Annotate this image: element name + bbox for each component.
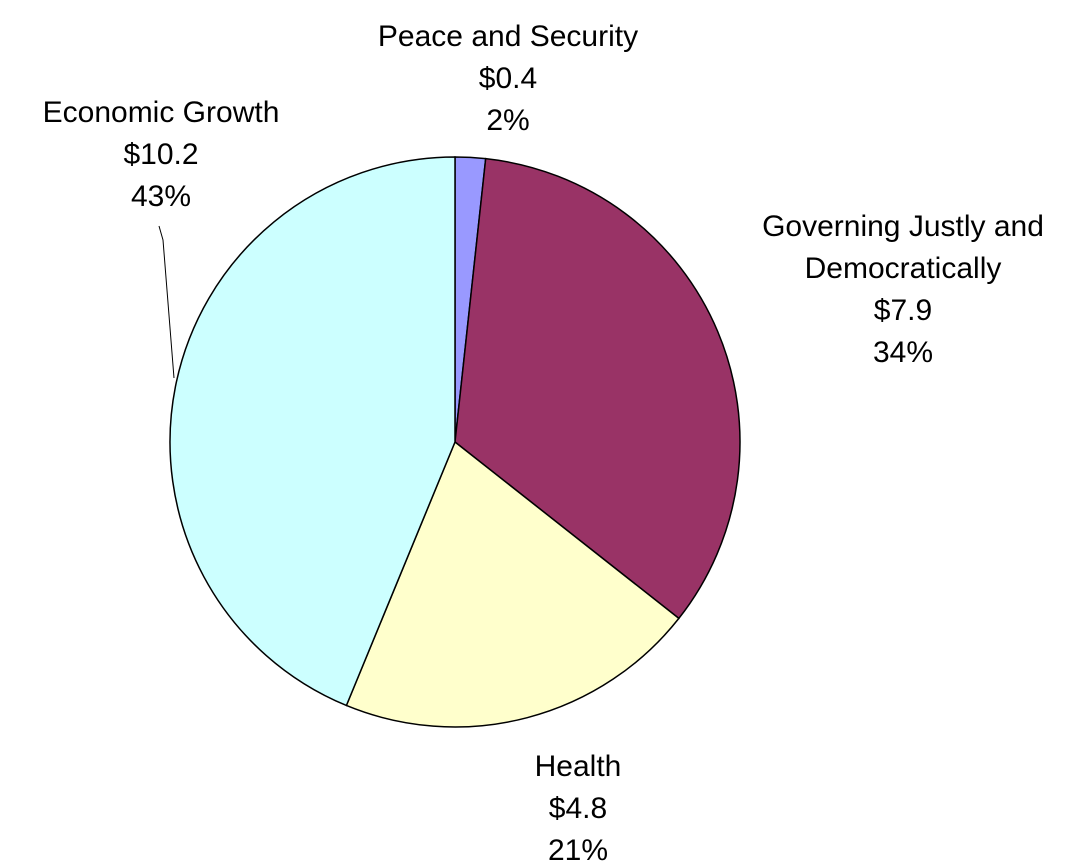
slice-label-economic-growth-percent: 43% bbox=[131, 180, 191, 213]
leader-line-economic-growth bbox=[158, 225, 175, 379]
slice-label-governing-justly-and-democratically-percent: 34% bbox=[873, 336, 933, 369]
slice-label-economic-growth-name-line-1: Economic Growth bbox=[43, 96, 280, 129]
slice-label-health-name-line-1: Health bbox=[535, 750, 622, 783]
slice-label-governing-justly-and-democratically-name-line-1: Governing Justly and bbox=[762, 210, 1044, 243]
slice-label-health-percent: 21% bbox=[548, 834, 608, 865]
slice-label-governing-justly-and-democratically-name-line-2: Democratically bbox=[805, 252, 1002, 285]
slice-label-economic-growth: Economic Growth $10.2 43% bbox=[43, 96, 280, 213]
slice-labels: Peace and Security $0.4 2% Governing Justly… bbox=[43, 20, 1044, 865]
slice-label-peace-and-security-percent: 2% bbox=[486, 104, 529, 137]
slice-label-peace-and-security: Peace and Security $0.4 2% bbox=[378, 20, 638, 137]
slice-label-governing-justly-and-democratically-value: $7.9 bbox=[874, 294, 932, 327]
slice-label-peace-and-security-value: $0.4 bbox=[479, 62, 537, 95]
slice-label-peace-and-security-name-line-1: Peace and Security bbox=[378, 20, 638, 53]
pie-slice-governing-justly-and-democratically bbox=[454, 157, 741, 620]
slice-label-health-value: $4.8 bbox=[549, 792, 607, 825]
pie-slice-economic-growth bbox=[169, 156, 456, 707]
leader-lines bbox=[158, 225, 175, 379]
pie-slices bbox=[169, 156, 741, 728]
slice-label-governing-justly-and-democratically: Governing Justly and Democratically $7.9 34… bbox=[762, 210, 1044, 369]
slice-label-health: Health $4.8 21% bbox=[535, 750, 622, 865]
slice-label-economic-growth-value: $10.2 bbox=[123, 138, 198, 171]
pie-slice-health bbox=[345, 440, 680, 728]
